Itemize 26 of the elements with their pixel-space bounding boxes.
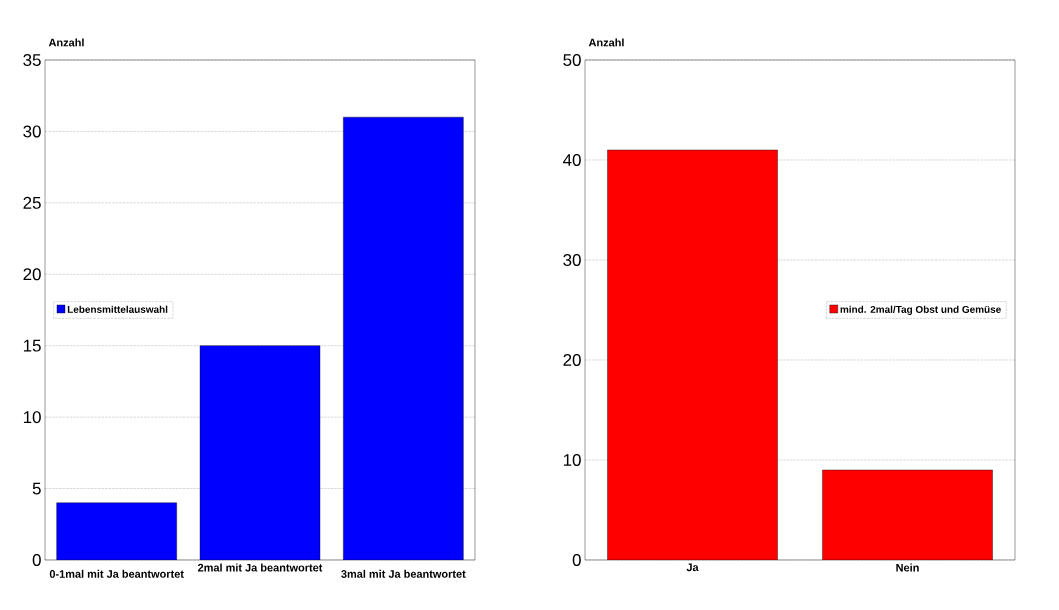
y-tick-label: 15 bbox=[23, 339, 41, 352]
y-tick-label: 40 bbox=[563, 153, 581, 166]
y-tick-label: 35 bbox=[23, 53, 41, 66]
y-tick-label: 30 bbox=[563, 253, 581, 266]
legend-label: Lebensmittelauswahl bbox=[67, 305, 168, 313]
y-tick-label: 25 bbox=[23, 196, 41, 209]
y-tick-label: 0 bbox=[32, 553, 41, 566]
y-tick-label: 20 bbox=[23, 268, 41, 281]
bar bbox=[200, 345, 321, 560]
y-tick-label: 50 bbox=[563, 53, 581, 66]
y-tick-label: 20 bbox=[563, 353, 581, 366]
x-tick-label: 0-1mal mit Ja beantwortet bbox=[49, 569, 184, 578]
x-tick-label: Nein bbox=[896, 563, 919, 572]
y-tick-label: 10 bbox=[563, 453, 581, 466]
bar bbox=[56, 502, 177, 560]
x-tick-label: 3mal mit Ja beantwortet bbox=[341, 569, 466, 578]
x-tick-label: 2mal mit Ja beantwortet bbox=[197, 563, 323, 572]
x-tick-label: Ja bbox=[686, 563, 699, 572]
y-axis-title: Anzahl bbox=[48, 38, 84, 47]
legend-label: mind. 2mal/Tag Obst und Gemüse bbox=[840, 305, 1001, 315]
bar bbox=[343, 116, 464, 560]
y-tick-label: 10 bbox=[23, 411, 41, 424]
y-tick-label: 0 bbox=[572, 553, 581, 566]
y-tick-label: 5 bbox=[32, 482, 41, 495]
y-axis-title: Anzahl bbox=[588, 38, 624, 47]
y-tick-label: 30 bbox=[23, 125, 41, 138]
